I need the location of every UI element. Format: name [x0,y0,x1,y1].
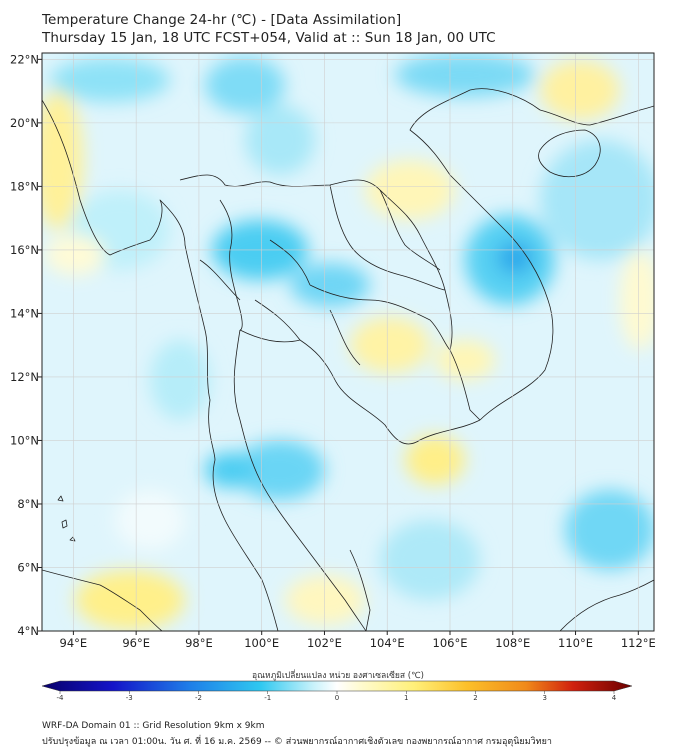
footer-model-info: WRF-DA Domain 01 :: Grid Resolution 9km … [42,721,265,731]
lon-tick-label: 100°E [244,636,279,650]
lon-tick-label: 104°E [370,636,405,650]
colorbar-ramp [41,680,633,692]
colorbar-tick-label: 0 [335,694,339,702]
colorbar: -4 -3 -2 -1 0 1 2 3 4 [41,680,633,702]
colorbar-tick-label: -2 [195,694,202,702]
map-title: Temperature Change 24-hr (℃) - [Data Ass… [42,12,402,28]
colorbar-tick-label: -4 [57,694,65,702]
colorbar-tick-label: 4 [612,694,617,702]
lat-tick-label: 10°N [10,433,39,447]
colorbar-tick-label: 3 [543,694,547,702]
lat-tick-label: 8°N [17,497,39,511]
colorbar-tick-label: -1 [264,694,271,702]
lat-tick-label: 22°N [10,52,39,66]
map-axes-frame [41,52,655,632]
lat-tick-label: 6°N [17,560,39,574]
lon-tick-label: 106°E [433,636,468,650]
map-subtitle: Thursday 15 Jan, 18 UTC FCST+054, Valid … [42,30,496,46]
lon-tick-label: 110°E [558,636,593,650]
gridlines [42,53,654,632]
lat-tick-label: 18°N [10,179,39,193]
temperature-field [42,53,654,631]
longitude-axis: 94°E 96°E 98°E 100°E 102°E 104°E 106°E 108°E 110… [60,631,656,650]
lat-tick-label: 4°N [17,624,39,638]
lat-tick-label: 12°N [10,370,39,384]
coastline-borders [42,88,654,631]
lon-tick-label: 96°E [122,636,150,650]
lat-tick-label: 20°N [10,116,39,130]
lat-tick-label: 16°N [10,243,39,257]
lon-tick-label: 98°E [185,636,213,650]
lon-tick-label: 108°E [495,636,530,650]
footer-credit: ปรับปรุงข้อมูล ณ เวลา 01:00น. วัน ศ. ที่… [42,737,552,747]
lon-tick-label: 102°E [307,636,342,650]
lon-tick-label: 94°E [60,636,88,650]
latitude-axis: 4°N 6°N 8°N 10°N 12°N 14°N 16°N 18°N 20°N 22°N [10,52,42,638]
lon-tick-label: 112°E [621,636,656,650]
colorbar-ticks: -4 -3 -2 -1 0 1 2 3 4 [57,691,617,702]
colorbar-title: อุณหภูมิเปลี่ยนแปลง หน่วย องศาเซลเซียส (… [252,671,424,681]
colorbar-tick-label: 1 [404,694,408,702]
lat-tick-label: 14°N [10,306,39,320]
colorbar-tick-label: -3 [126,694,133,702]
colorbar-tick-label: 2 [473,694,477,702]
